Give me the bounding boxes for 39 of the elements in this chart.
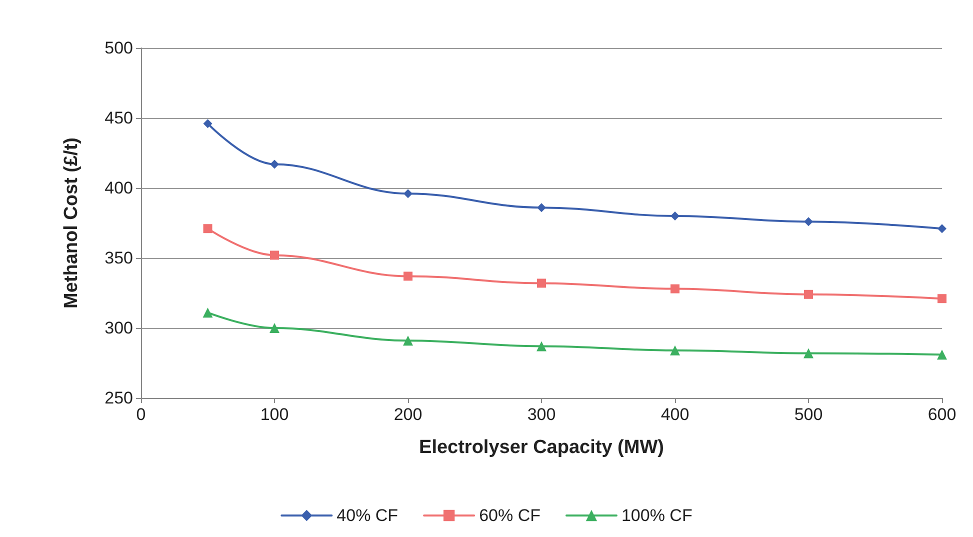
x-axis-title: Electrolyser Capacity (MW) [419, 437, 664, 458]
point [670, 345, 680, 356]
x-tick-label: 500 [794, 405, 823, 424]
y-tick-label: 350 [104, 248, 133, 268]
y-tick-label: 450 [104, 108, 133, 128]
x-tick-label: 300 [527, 405, 556, 424]
point [270, 250, 279, 260]
point [937, 350, 947, 360]
point [202, 308, 213, 318]
y-axis-title: Methanol Cost (£/t) [61, 138, 82, 308]
x-tick-label: 600 [928, 405, 956, 424]
point [670, 212, 680, 220]
point [537, 203, 546, 212]
point [804, 290, 813, 299]
point [804, 217, 813, 226]
legend-label: 60% CF [479, 506, 540, 525]
point [404, 272, 412, 281]
point [536, 341, 546, 352]
x-tick-label: 200 [394, 405, 422, 424]
x-tick-label: 400 [660, 405, 690, 424]
point [203, 224, 212, 234]
point [203, 119, 212, 128]
point [938, 294, 946, 304]
point [403, 336, 413, 346]
y-tick-label: 400 [104, 178, 133, 198]
point [804, 348, 814, 358]
point [404, 189, 412, 198]
y-tick-label: 250 [104, 388, 133, 408]
y-tick-label: 500 [104, 38, 133, 58]
point [537, 278, 546, 288]
point [670, 284, 680, 294]
legend-label: 100% CF [621, 506, 692, 525]
y-tick-label: 300 [104, 318, 133, 338]
point [938, 224, 946, 234]
legend-label: 40% CF [336, 506, 398, 525]
x-tick-label: 0 [136, 405, 146, 424]
x-tick-label: 100 [260, 405, 289, 424]
point [270, 323, 280, 333]
point [270, 160, 279, 169]
